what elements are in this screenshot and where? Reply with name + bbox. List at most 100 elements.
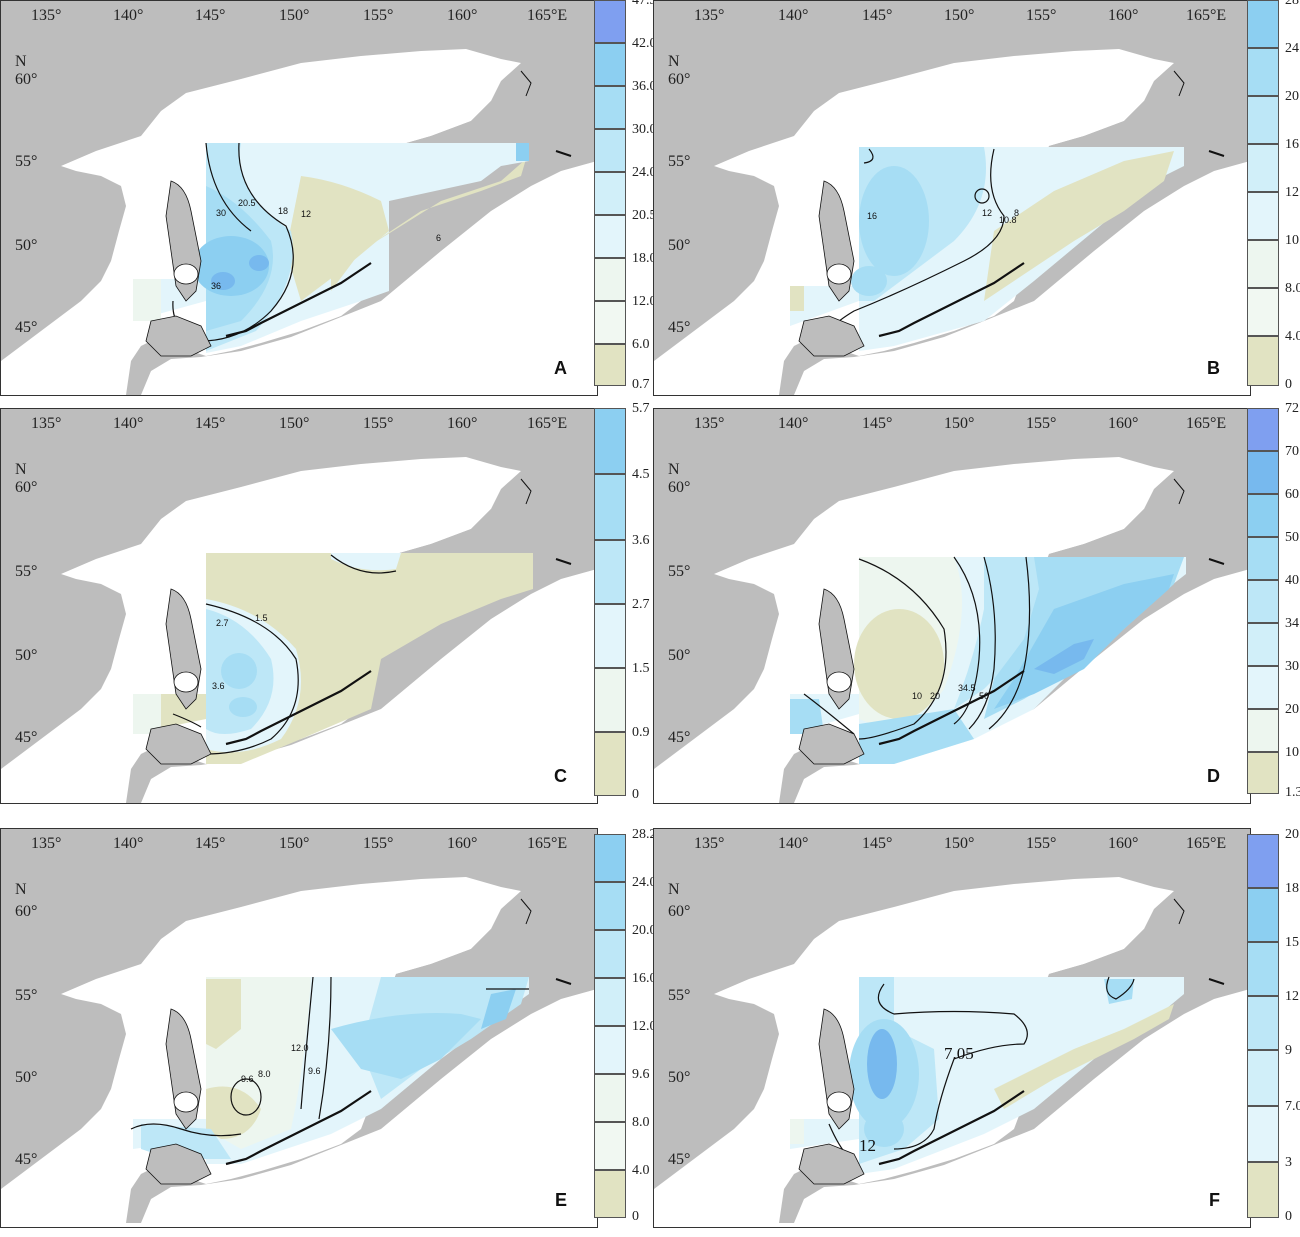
scale-tick: 30.0	[632, 122, 657, 137]
scale-tick: 6.0	[632, 337, 650, 352]
map-area: 36 30 20.5 18 12 6 135° 140° 145° 150° 1…	[0, 0, 598, 396]
lon-label: 165°E	[527, 7, 568, 24]
map-area: 16 12 10.8 8 135° 140° 145° 150° 155° 16…	[653, 0, 1251, 396]
lon-label: 160°	[1108, 835, 1139, 852]
lat-label: 50°	[15, 237, 38, 254]
map-geography: 16 12 10.8 8	[654, 1, 1250, 395]
lon-label: 155°	[1026, 415, 1057, 432]
lon-label: 140°	[113, 415, 144, 432]
lat-label: 55°	[15, 987, 38, 1004]
lat-label: 55°	[668, 153, 691, 170]
scale-tick: 24.0	[632, 875, 657, 890]
lon-label: 135°	[31, 415, 62, 432]
lon-label: 135°	[694, 835, 725, 852]
svg-text:12: 12	[982, 208, 992, 218]
lat-label: 45°	[668, 729, 691, 746]
svg-text:12.0: 12.0	[291, 1043, 309, 1053]
lon-label: 135°	[694, 415, 725, 432]
svg-text:9.6: 9.6	[241, 1074, 254, 1084]
scale-tick: 42.0	[632, 36, 657, 51]
scale-tick: 18	[1285, 881, 1299, 896]
north-label: N	[668, 461, 680, 478]
data-shading	[133, 977, 529, 1164]
scale-tick: 20.0	[1285, 827, 1300, 842]
scale-tick: 10.8	[1285, 233, 1300, 248]
lon-label: 155°	[363, 7, 394, 24]
scale-tick: 70.0	[1285, 444, 1300, 459]
scale-tick: 4.0	[1285, 329, 1300, 344]
lon-label: 150°	[279, 835, 310, 852]
scale-tick: 1.3	[1285, 785, 1300, 800]
color-scale-bar: 47.3 42.0 36.0 30.0 24.0 20.5 18.0 12.0 …	[594, 0, 657, 392]
scale-tick: 0	[1285, 377, 1292, 392]
lat-label: 60°	[15, 479, 38, 496]
lon-label: 150°	[944, 415, 975, 432]
map-geography: 9.6 8.0 12.0 9.6	[1, 829, 597, 1223]
svg-text:7.05: 7.05	[944, 1044, 974, 1063]
lon-label: 145°	[195, 415, 226, 432]
panel-label: E	[554, 1190, 567, 1210]
scale-tick: 3.6	[632, 533, 650, 548]
map-area: 7.05 12 135° 140° 145° 150° 155° 160° 16…	[653, 828, 1251, 1228]
color-scale-bar: 5.7 4.5 3.6 2.7 1.5 0.9 0	[594, 402, 650, 802]
map-panel-f: 7.05 12 135° 140° 145° 150° 155° 160° 16…	[653, 828, 1300, 1228]
lon-label: 160°	[1108, 7, 1139, 24]
lat-label: 60°	[15, 71, 38, 88]
scale-tick: 0	[632, 787, 639, 802]
lon-label: 165°E	[1186, 415, 1227, 432]
svg-text:8.0: 8.0	[258, 1069, 271, 1079]
lat-label: 60°	[668, 71, 691, 88]
lon-label: 155°	[363, 835, 394, 852]
lat-label: 50°	[15, 647, 38, 664]
color-scale-bar: 20.0 18 15 12 9 7.05 3 0	[1247, 828, 1300, 1224]
lat-label: 45°	[15, 1151, 38, 1168]
north-label: N	[15, 881, 27, 898]
lon-label: 145°	[862, 7, 893, 24]
lon-label: 160°	[447, 835, 478, 852]
scale-tick: 2.7	[632, 597, 650, 612]
lon-label: 140°	[113, 835, 144, 852]
map-geography: 7.05 12	[654, 829, 1250, 1223]
lon-label: 165°E	[527, 415, 568, 432]
lon-label: 150°	[279, 415, 310, 432]
map-geography: 2.7 1.5 3.6	[1, 409, 597, 803]
data-shading	[790, 147, 1184, 351]
panel-label: D	[1207, 766, 1220, 786]
lat-label: 60°	[15, 903, 38, 920]
scale-tick: 24.0	[1285, 41, 1300, 56]
map-area: 10 20 34.5 50 135° 140° 145° 150° 155° 1…	[653, 408, 1251, 804]
lat-label: 50°	[668, 1069, 691, 1086]
scale-tick: 9	[1285, 1043, 1292, 1058]
svg-text:1.5: 1.5	[255, 613, 268, 623]
svg-text:3.6: 3.6	[212, 681, 225, 691]
svg-text:8: 8	[1014, 208, 1019, 218]
svg-text:10: 10	[912, 691, 922, 701]
scale-tick: 0	[1285, 1209, 1292, 1224]
map-panel-a: 36 30 20.5 18 12 6 135° 140° 145° 150° 1…	[0, 0, 657, 396]
lon-label: 140°	[778, 835, 809, 852]
svg-text:12: 12	[301, 209, 311, 219]
panel-label: F	[1209, 1190, 1220, 1210]
panel-label: B	[1207, 358, 1220, 378]
scale-tick: 28.1	[1285, 0, 1300, 8]
lon-label: 155°	[1026, 7, 1057, 24]
north-label: N	[668, 53, 680, 70]
svg-text:16: 16	[867, 211, 877, 221]
scale-tick: 0	[632, 1209, 639, 1224]
scale-tick: 12.0	[632, 1019, 657, 1034]
north-label: N	[668, 881, 680, 898]
scale-tick: 20.0	[1285, 702, 1300, 717]
svg-text:20: 20	[930, 691, 940, 701]
lon-label: 165°E	[1186, 835, 1227, 852]
color-scale-bar: 28.2 24.0 20.0 16.0 12.0 9.6 8.0 4.0 0	[594, 828, 657, 1224]
scale-tick: 16.0	[1285, 137, 1300, 152]
lon-label: 145°	[862, 415, 893, 432]
lon-label: 135°	[31, 7, 62, 24]
panel-label: A	[554, 358, 567, 378]
map-panel-d: 10 20 34.5 50 135° 140° 145° 150° 155° 1…	[653, 402, 1300, 804]
lon-label: 150°	[944, 835, 975, 852]
scale-tick: 36.0	[632, 79, 657, 94]
lon-label: 140°	[778, 415, 809, 432]
lon-label: 155°	[1026, 835, 1057, 852]
scale-tick: 16.0	[632, 971, 657, 986]
